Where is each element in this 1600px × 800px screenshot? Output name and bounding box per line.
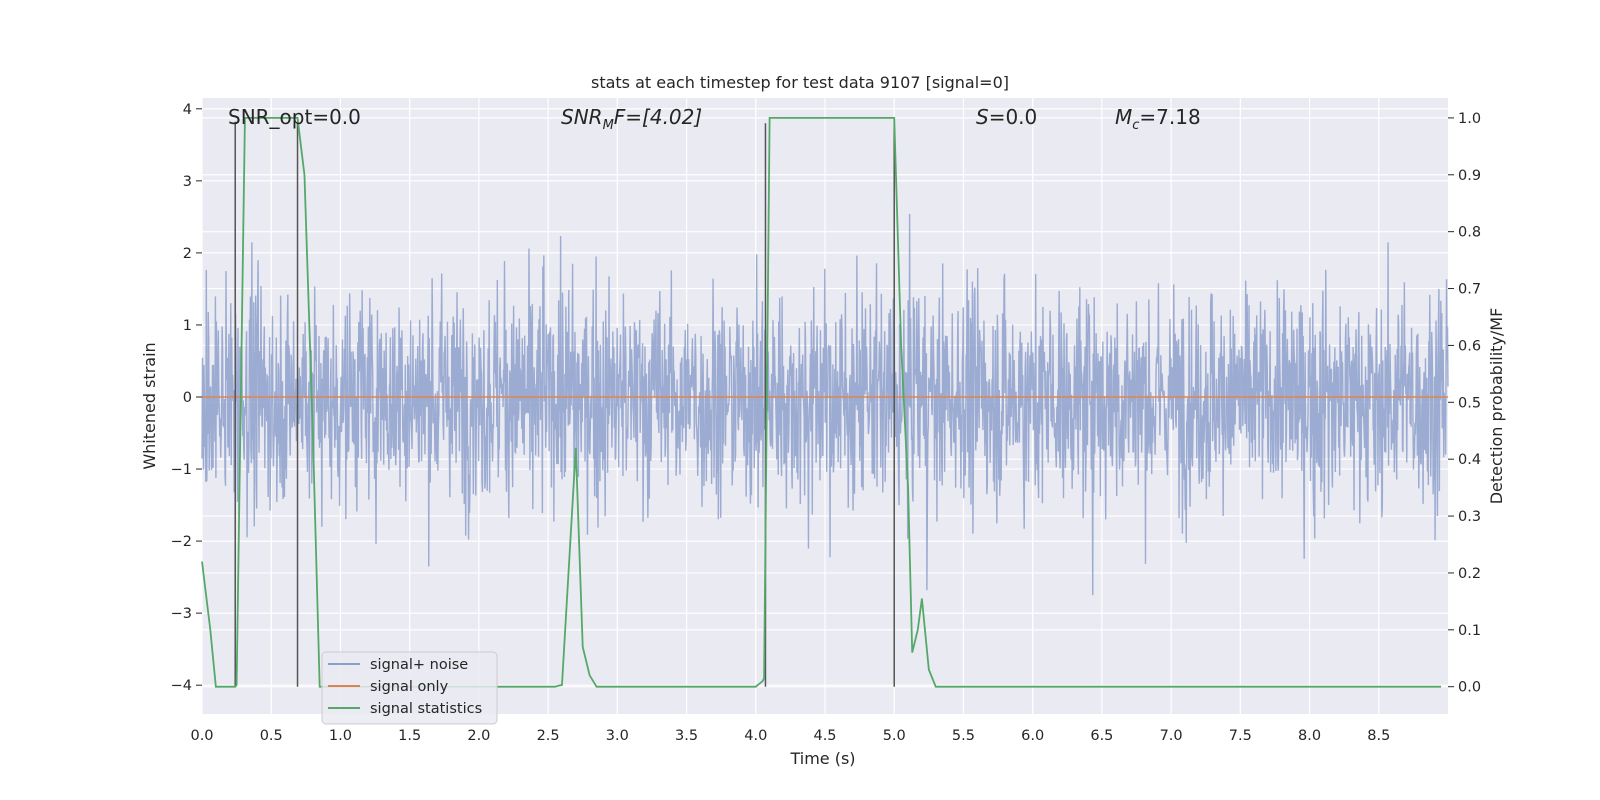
x-tick-label: 3.5: [675, 728, 698, 744]
y-left-tick-label: −2: [171, 534, 192, 550]
x-tick-label: 8.5: [1367, 728, 1390, 744]
y-left-tick-label: 4: [183, 102, 192, 118]
annotations: SNR_opt=0.0 SNRMF=[4.02] S=0.0 Mc=7.18: [228, 105, 1201, 133]
annotation-s-symbol: S: [976, 105, 989, 129]
legend-label-signal-statistics: signal statistics: [370, 701, 482, 717]
x-tick-label: 5.0: [883, 728, 906, 744]
chart-title: stats at each timestep for test data 910…: [591, 73, 1009, 92]
y-axis-label-left: Whitened strain: [140, 342, 159, 469]
annotation-snr-opt: SNR_opt=0.0: [228, 105, 361, 129]
annotation-mc-subscript: c: [1132, 118, 1139, 133]
annotation-mc-symbol: M: [1115, 105, 1132, 129]
x-tick-label: 3.0: [606, 728, 629, 744]
x-tick-label: 6.0: [1021, 728, 1044, 744]
y-left-tick-label: 0: [183, 390, 192, 406]
y-left-tick-label: 3: [183, 174, 192, 190]
y-right-tick-label: 0.4: [1458, 452, 1481, 468]
annotation-s-value: =0.0: [989, 105, 1038, 129]
x-tick-label: 7.0: [1160, 728, 1183, 744]
annotation-s: S=0.0: [976, 105, 1037, 129]
annotation-mc: Mc=7.18: [1115, 105, 1201, 133]
y-axis-label-right: Detection probability/MF: [1487, 308, 1506, 505]
annotation-mc-value: =7.18: [1139, 105, 1200, 129]
x-tick-label: 1.5: [398, 728, 421, 744]
x-tick-label: 4.0: [744, 728, 767, 744]
x-axis-label: Time (s): [789, 749, 855, 768]
y-right-tick-label: 0.6: [1458, 338, 1481, 354]
x-tick-label: 4.5: [813, 728, 836, 744]
y-right-tick-label: 1.0: [1458, 111, 1481, 127]
x-tick-label: 6.5: [1090, 728, 1113, 744]
y-left-tick-label: −4: [171, 678, 192, 694]
legend-box: [321, 651, 498, 725]
y-right-tick-label: 0.8: [1458, 225, 1481, 241]
annotation-snr-mf-symbol: SNR: [561, 105, 603, 129]
signal-noise-line: [201, 213, 1449, 596]
y-left-tick-label: −3: [171, 606, 192, 622]
legend: signal+ noise signal only signal statist…: [321, 651, 498, 725]
y-right-tick-label: 0.5: [1458, 395, 1481, 411]
y-right-tick-label: 0.7: [1458, 282, 1481, 298]
x-tick-label: 0.0: [190, 728, 213, 744]
x-tick-label: 1.0: [329, 728, 352, 744]
y-right-tick-label: 0.0: [1458, 680, 1481, 696]
y-left-tick-label: 2: [183, 246, 192, 262]
y-right-tick-label: 0.3: [1458, 509, 1481, 525]
x-tick-label: 8.0: [1298, 728, 1321, 744]
annotation-snr-mf: SNRMF=[4.02]: [561, 105, 702, 133]
x-tick-label: 2.0: [467, 728, 490, 744]
x-tick-label: 0.5: [260, 728, 283, 744]
y-left-tick-label: −1: [171, 462, 192, 478]
legend-label-signal-only: signal only: [370, 679, 449, 695]
annotation-snr-mf-subscript: M: [603, 118, 614, 133]
x-tick-label: 7.5: [1229, 728, 1252, 744]
annotation-snr-mf-value: F=[4.02]: [614, 105, 702, 129]
x-tick-label: 2.5: [537, 728, 560, 744]
y-right-tick-label: 0.1: [1458, 623, 1481, 639]
signal-statistics-line: [201, 117, 1442, 688]
axes: 0.0 0.5 1.0 1.5 2.0 2.5 3.0 3.5 4.0 4.5 5.0 5.5 6.0 6…: [171, 102, 1481, 744]
signal-statistics-series: [201, 117, 1442, 688]
y-right-tick-label: 0.2: [1458, 566, 1481, 582]
y-left-tick-label: 1: [183, 318, 192, 334]
legend-label-signal-noise: signal+ noise: [370, 657, 468, 673]
y-right-tick-label: 0.9: [1458, 168, 1481, 184]
signal-noise-series: [201, 213, 1449, 596]
x-tick-label: 5.5: [952, 728, 975, 744]
